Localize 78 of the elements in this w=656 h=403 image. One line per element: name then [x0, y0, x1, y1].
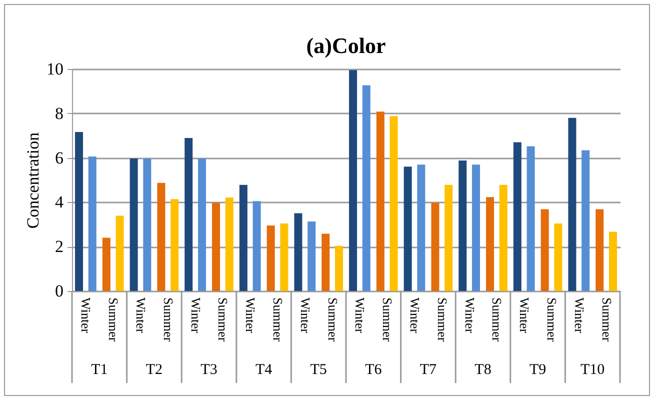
bar	[362, 85, 370, 291]
text: T10	[580, 362, 605, 378]
text: T7	[420, 362, 438, 378]
text: T2	[146, 362, 163, 378]
bar	[294, 213, 302, 291]
bar	[568, 118, 576, 291]
bar	[334, 246, 343, 291]
x-tick-label: Winter	[517, 298, 532, 334]
x-tick-label: Winter	[408, 298, 422, 334]
bar	[252, 201, 261, 291]
bar	[184, 138, 193, 291]
bar	[526, 146, 535, 291]
y-tick-label: 0	[55, 282, 64, 300]
x-tick-label: Winter	[572, 298, 587, 334]
x-tick-label: Summer	[325, 298, 340, 342]
bar	[170, 199, 179, 291]
text: T4	[255, 362, 273, 378]
bar	[349, 70, 358, 291]
bar	[266, 226, 275, 291]
text: T8	[474, 362, 492, 378]
text: T3	[200, 362, 218, 378]
x-tick-label: Summer	[160, 298, 176, 342]
bar	[322, 234, 330, 291]
bar	[608, 232, 617, 291]
text: T9	[529, 362, 546, 378]
bar	[582, 150, 590, 291]
x-tick-label: Summer	[490, 298, 505, 342]
x-tick-label: Summer	[544, 298, 560, 342]
bar	[116, 216, 124, 291]
y-tick-label: 8	[55, 104, 64, 123]
x-tick-label: Summer	[106, 298, 122, 342]
y-axis-title: Concentration	[24, 132, 42, 229]
x-tick-label: Summer	[434, 298, 450, 342]
bar	[390, 116, 398, 291]
bar	[376, 112, 384, 291]
bar	[102, 238, 110, 291]
x-tick-label: Winter	[188, 298, 204, 334]
bar	[431, 202, 440, 291]
bar	[280, 224, 288, 291]
bar	[417, 164, 426, 291]
y-tick-label: 6	[55, 148, 64, 168]
text: T1	[91, 362, 108, 378]
bar	[239, 184, 248, 291]
bar	[444, 184, 453, 291]
x-tick-label: Winter	[462, 298, 478, 334]
bar	[499, 184, 508, 291]
chart-title: (a)Color	[306, 33, 386, 58]
x-tick-label: Summer	[270, 298, 286, 342]
x-tick-label: Winter	[78, 298, 94, 334]
bar	[88, 156, 96, 291]
bar	[198, 158, 206, 291]
x-tick-label: Summer	[380, 298, 396, 342]
x-tick-label: Summer	[216, 298, 231, 342]
x-tick-label: Winter	[352, 298, 368, 334]
x-tick-label: Winter	[298, 298, 313, 334]
bar	[225, 198, 234, 291]
bar	[308, 222, 316, 291]
y-tick-label: 10	[46, 60, 64, 78]
bar	[472, 164, 480, 291]
bar	[212, 202, 220, 291]
x-tick-label: Summer	[599, 298, 614, 342]
bar	[143, 158, 152, 291]
x-tick-label: Winter	[243, 298, 258, 334]
bar	[540, 209, 549, 291]
bar	[458, 160, 467, 291]
x-tick-label: Winter	[134, 298, 148, 334]
bar	[554, 224, 562, 291]
bar	[596, 209, 604, 291]
y-tick-label: 4	[55, 192, 64, 212]
y-tick-label: 2	[55, 237, 64, 256]
bar	[75, 132, 84, 291]
bar	[157, 182, 166, 291]
bar	[513, 142, 522, 291]
bar	[130, 158, 138, 291]
bar	[404, 166, 412, 291]
text: T5	[310, 362, 327, 378]
bar	[486, 197, 494, 291]
text: T6	[365, 362, 382, 378]
